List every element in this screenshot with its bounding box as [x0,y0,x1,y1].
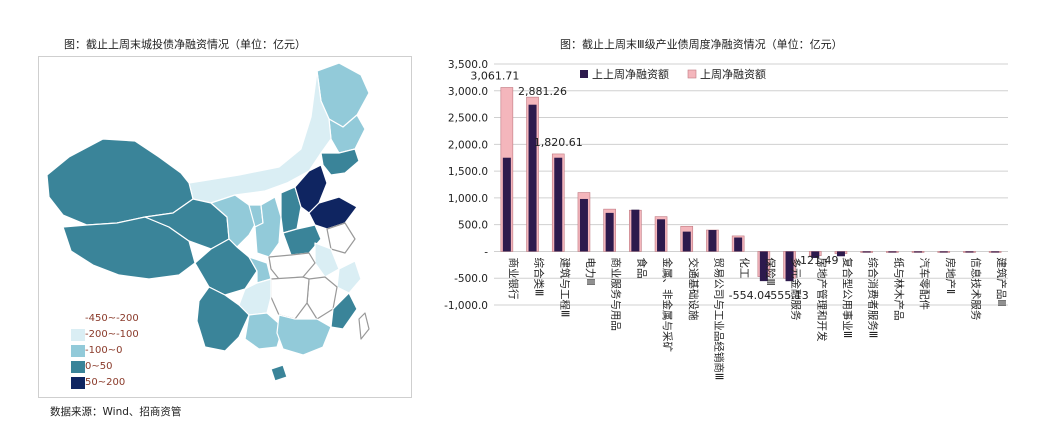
legend-label-3: -100~0 [85,345,123,356]
y-tick-label: 1,000.0 [448,193,488,205]
x-category-label: 电力Ⅲ [584,257,597,285]
x-category-label: 房地产Ⅱ [944,257,957,294]
bar-last-week [965,251,974,253]
y-tick-label: 2,000.0 [448,139,488,151]
region-zhejiang [336,260,362,294]
data-label: -554.04 [729,289,771,302]
legend-swatch-1 [71,313,85,325]
data-label: 1,820.61 [534,136,583,149]
y-tick-label: 3,500.0 [448,59,488,71]
x-category-label: 汽车零配件 [918,257,931,310]
china-map-panel: -450~-200 -200~-100 -100~0 0~50 50~200 [38,56,412,398]
bar-last-week [605,212,614,252]
x-category-label: 保险Ⅲ [764,257,777,285]
x-category-label: 化工 [738,257,751,278]
data-label: 3,061.71 [470,69,519,82]
y-tick-label: - [484,246,488,258]
region-gansu [210,194,258,248]
x-category-label: 信息技术服务 [969,257,982,320]
region-anhui [314,242,340,278]
bar-last-week [991,251,1000,253]
x-category-label: 多元金融服务 [790,257,803,320]
legend-swatch-5 [71,377,85,389]
bar-last-week [528,104,537,252]
bar-last-week [811,251,820,258]
bar-last-week [785,251,794,282]
region-taiwan [358,312,370,340]
region-hainan [270,364,288,382]
x-category-label: 贸易公司与工业品经销商Ⅲ [712,257,725,380]
x-category-label: 金属、非金属与采矿 [661,257,674,351]
x-category-label: 纸与林木产品 [892,257,905,320]
legend-swatch-2 [71,329,85,341]
legend-label-4: 0~50 [85,361,113,372]
bar-chart: 3,500.0 3,000.0 2,500.0 2,000.0 1,500.0 1,000… [444,59,1008,380]
x-category-label: 房地产管理和开发 [815,257,828,341]
x-category-label: 建筑与工程Ⅲ [558,257,571,317]
region-guangxi [244,312,284,350]
data-label: 2,881.26 [518,85,567,98]
bar-last-week [862,251,871,253]
legend-label-prev-week: 上周净融资额 [700,67,766,81]
legend-label-1: -450~-200 [85,313,139,324]
region-yunnan [196,286,250,352]
data-label: -121.49 [796,254,838,267]
y-tick-label: -1,000.0 [444,300,488,312]
x-category-label: 复合型公用事业Ⅲ [841,257,854,338]
x-category-label: 交通基础设施 [687,257,700,320]
region-sichuan [194,238,258,296]
bar-last-week [734,237,743,252]
bar-last-week [888,251,897,253]
bar-last-week [939,251,948,253]
bar-last-week [554,157,563,252]
bar-last-week [914,251,923,253]
region-jilin [328,114,366,154]
bar-last-week [708,230,717,252]
x-category-label: 商业银行 [507,257,520,299]
bar-last-week [836,251,845,257]
x-category-label: 综合消费者服务Ⅲ [867,257,880,338]
y-tick-label: 2,500.0 [448,113,488,125]
bar-last-week [631,209,640,252]
data-label: -555.13 [766,289,808,302]
region-xinjiang [46,138,194,226]
legend-swatch-4 [71,361,85,373]
china-choropleth-map [46,62,370,382]
map-title: 图：截止上周末城投债净融资情况（单位：亿元） [64,38,306,51]
region-shandong [308,196,358,230]
y-tick-label: -500.0 [454,273,488,285]
legend-swatch-prev-week [687,69,697,79]
region-hunan [270,276,310,320]
data-source-note: 数据来源：Wind、招商资管 [50,406,182,418]
y-tick-label: 1,500.0 [448,166,488,178]
x-category-label: 建筑产品Ⅲ [995,257,1008,306]
bar-last-week [759,251,768,282]
legend-label-2: -200~-100 [85,329,139,340]
region-hubei [268,252,316,280]
region-hebei [294,164,328,214]
region-guangdong [276,314,332,356]
legend-label-5: 50~200 [85,377,126,388]
bar-last-week [682,231,691,252]
x-category-label: 食品 [635,257,648,278]
legend-label-last-week: 上上周净融资额 [592,67,669,81]
region-liaoning [320,148,360,176]
x-category-label: 商业服务与用品 [610,257,623,331]
bar-last-week [579,198,588,252]
y-tick-label: 3,000.0 [448,86,488,98]
region-jiangsu [326,222,356,254]
region-fujian [330,292,358,330]
bar-last-week [657,219,666,252]
bar-last-week [502,157,511,252]
legend-swatch-3 [71,345,85,357]
chart-title: 图：截止上周末Ⅲ级产业债周度净融资情况（单位：亿元） [560,38,843,51]
y-tick-label: 500.0 [458,220,488,232]
legend-swatch-last-week [580,70,588,78]
x-category-label: 综合类Ⅲ [533,257,546,296]
